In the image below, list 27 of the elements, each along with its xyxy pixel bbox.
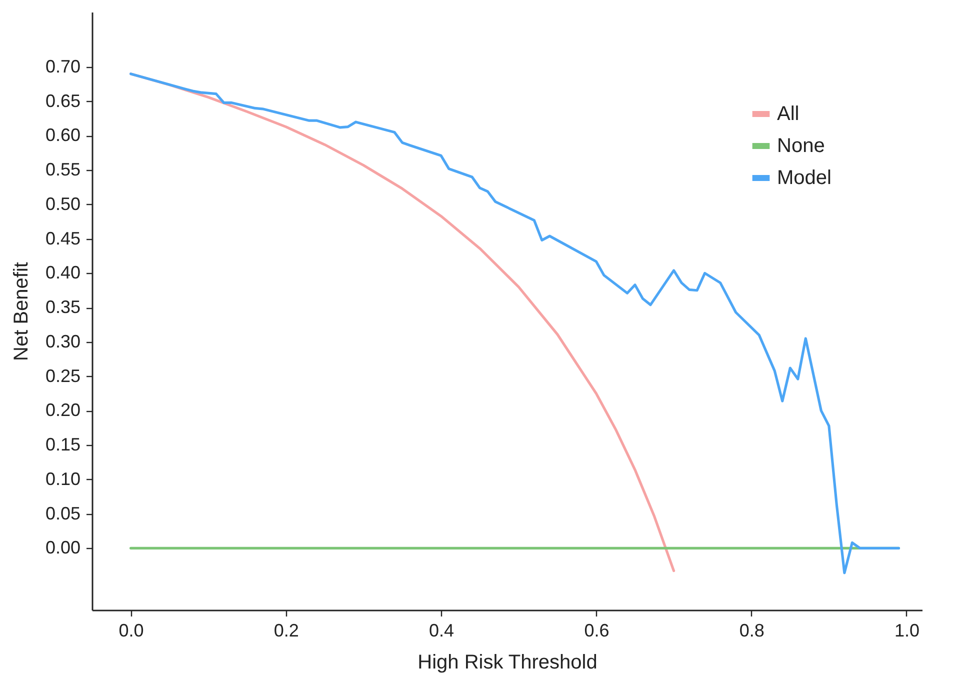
x-tick-label: 0.0 xyxy=(118,620,144,640)
y-tick-label: 0.70 xyxy=(45,56,80,76)
x-axis-title: High Risk Threshold xyxy=(418,652,598,674)
y-tick-label: 0.50 xyxy=(45,194,80,214)
y-tick-label: 0.15 xyxy=(45,434,80,455)
legend-label: None xyxy=(777,135,825,157)
y-tick-label: 0.10 xyxy=(45,468,80,489)
x-tick-label: 1.0 xyxy=(894,620,920,640)
y-tick-label: 0.40 xyxy=(45,262,80,283)
y-tick-label: 0.20 xyxy=(45,400,80,420)
legend-label: Model xyxy=(777,167,832,189)
line-series xyxy=(129,72,900,574)
y-tick-label: 0.35 xyxy=(45,297,80,318)
legend-label: All xyxy=(777,103,800,125)
y-tick-label: 0.45 xyxy=(45,228,80,248)
x-tick-label: 0.2 xyxy=(274,620,299,640)
y-tick-label: 0.00 xyxy=(45,538,80,558)
x-tick-label: 0.4 xyxy=(429,620,454,640)
y-tick-label: 0.30 xyxy=(45,331,80,352)
y-tick-label: 0.55 xyxy=(45,160,80,180)
y-tick-label: 0.60 xyxy=(45,125,80,146)
y-axis-title: Net Benefit xyxy=(10,262,32,361)
x-tick-label: 0.8 xyxy=(739,620,764,640)
y-tick-label: 0.05 xyxy=(45,503,80,524)
x-tick-label: 0.6 xyxy=(584,620,610,640)
y-tick-label: 0.65 xyxy=(45,90,80,111)
y-tick-label: 0.25 xyxy=(45,366,80,386)
